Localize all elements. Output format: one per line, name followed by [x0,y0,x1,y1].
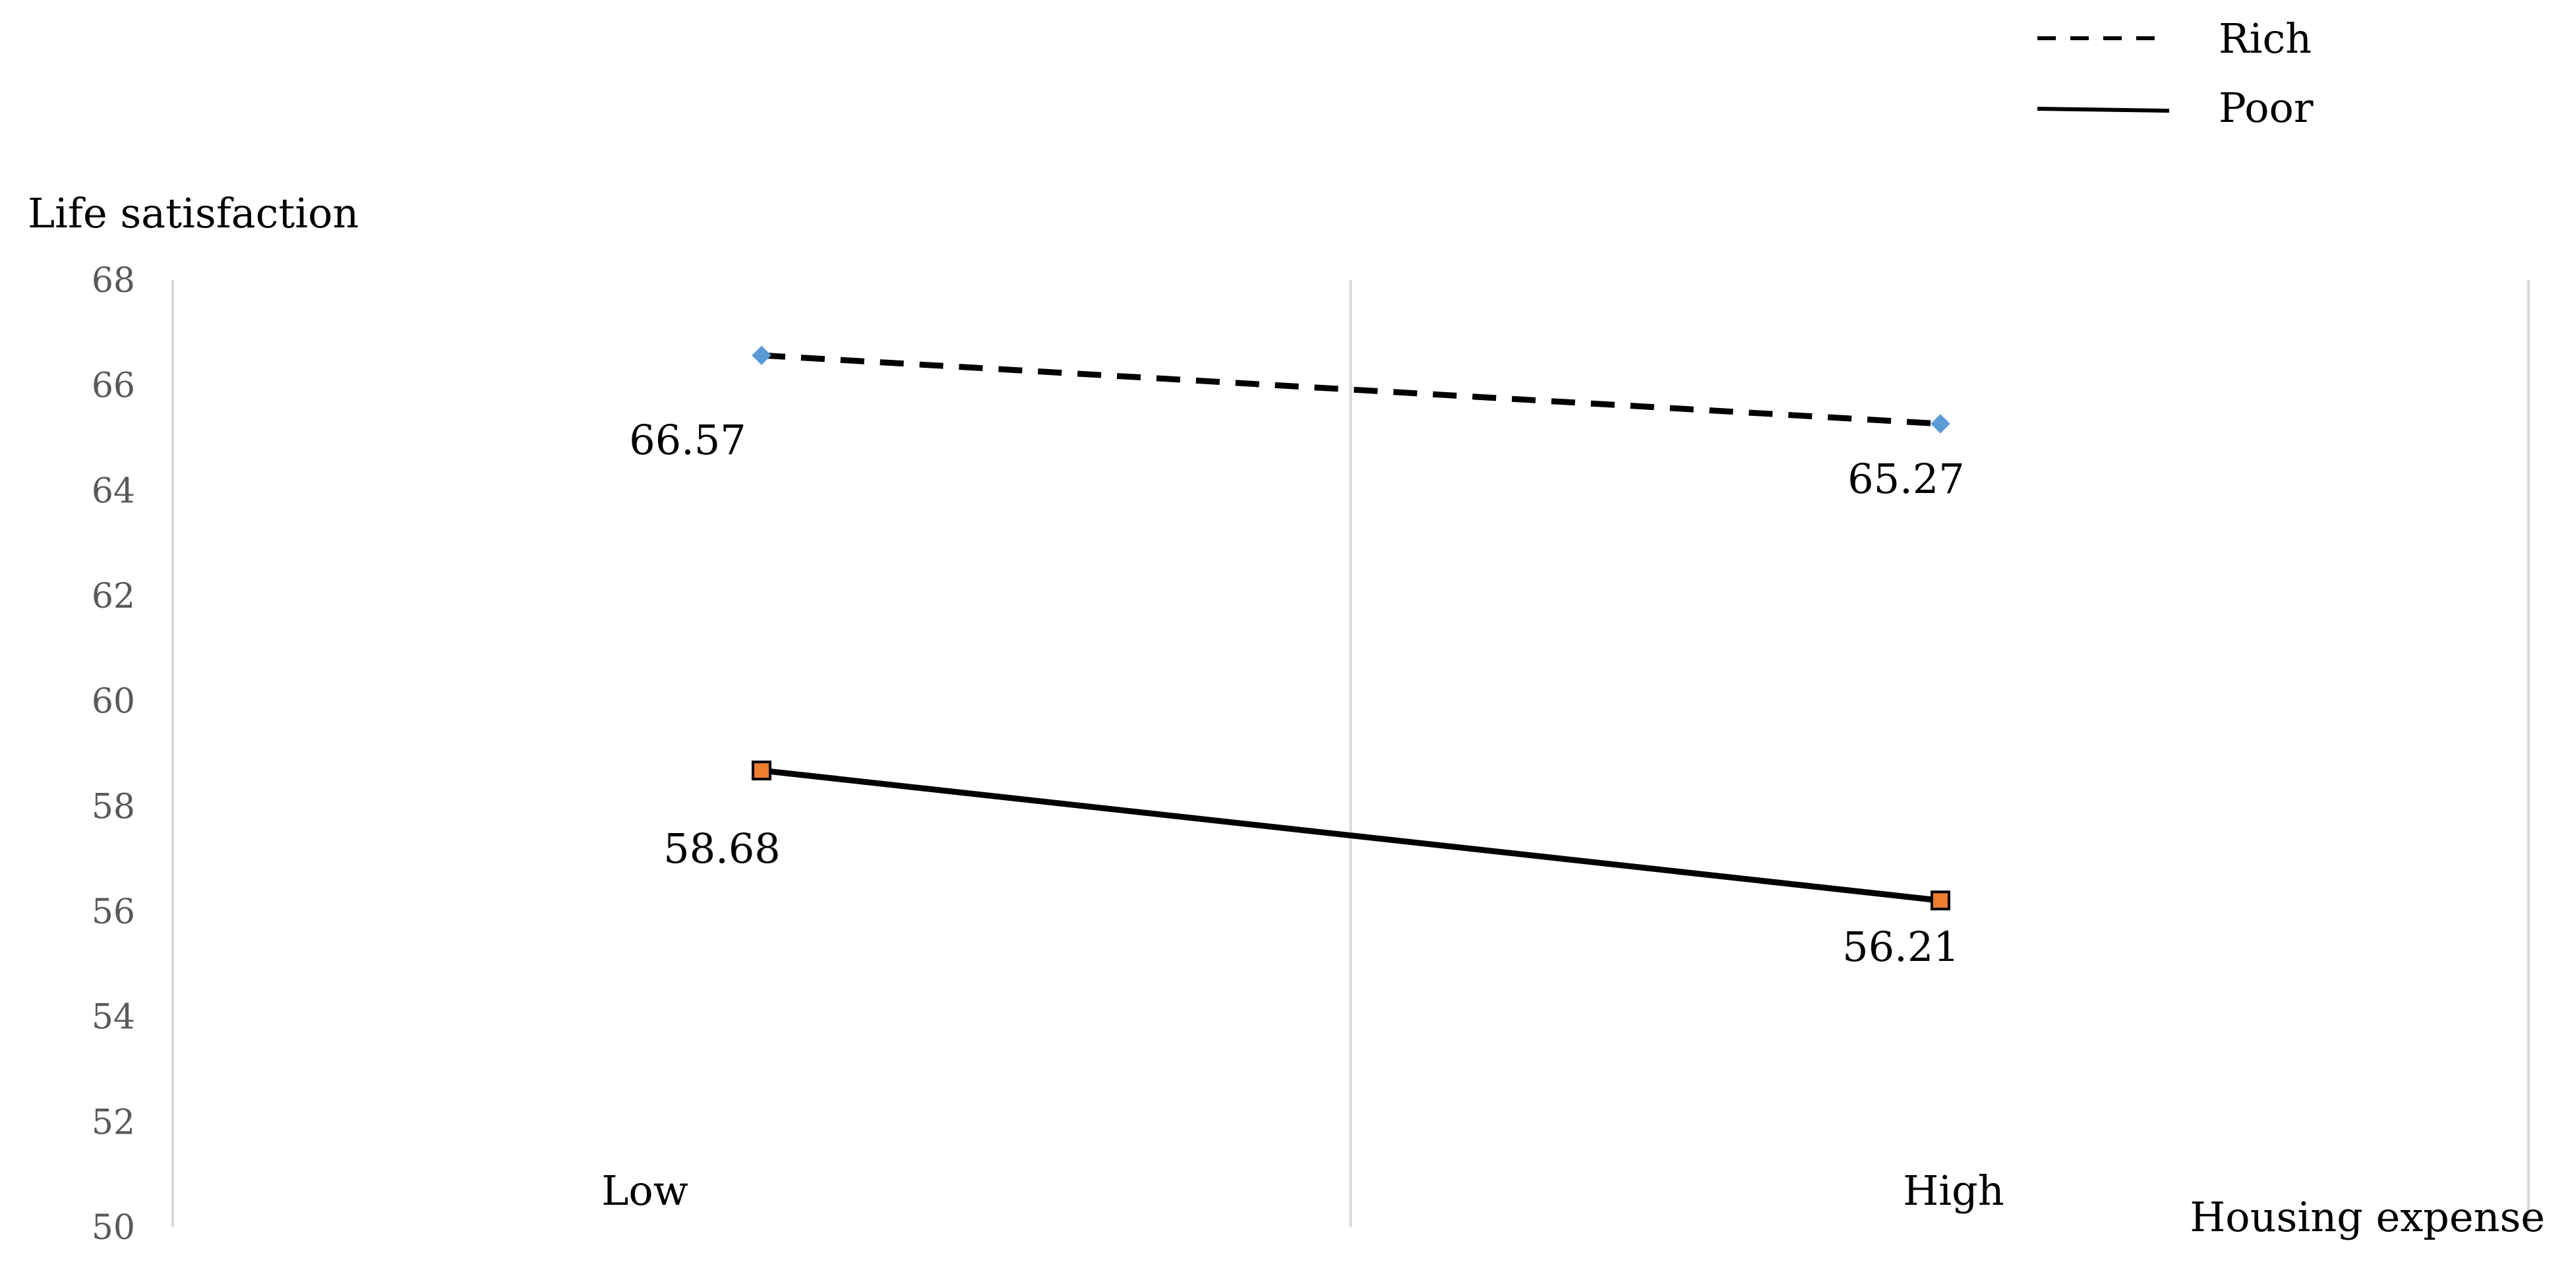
y-tick-label: 58 [92,787,135,826]
y-axis-title: Life satisfaction [28,189,359,237]
data-point-poor-high [1931,890,1950,911]
y-tick-label: 50 [92,1208,135,1248]
legend: Rich Poor [2037,14,2314,132]
data-point-rich-high [1931,414,1950,434]
y-tick-label: 60 [92,682,135,722]
grid-layer [171,280,2530,1227]
data-point-rich-low [752,345,771,365]
data-label-poor-low: 58.68 [663,825,781,873]
legend-label-rich: Rich [2219,14,2312,63]
y-tick-label: 66 [92,366,135,406]
y-tick-label: 68 [92,261,135,301]
data-label-poor-high: 56.21 [1842,923,1960,971]
axis-layer: 50 52 54 56 58 60 62 64 66 68 Low High [92,261,2004,1248]
series-line-poor [761,767,1941,904]
y-tick-label: 62 [92,577,135,616]
y-tick-label: 54 [92,998,135,1037]
y-tick-label: 52 [92,1103,135,1142]
x-tick-label-low: Low [601,1167,688,1215]
legend-swatch-poor [2037,107,2170,113]
y-tick-label: 56 [92,892,135,932]
x-tick-label-high: High [1903,1167,2004,1215]
data-label-rich-low: 66.57 [629,416,746,464]
x-axis-title: Housing expense [2190,1193,2545,1241]
y-tick-label: 64 [92,471,135,511]
series-layer [752,345,1950,911]
data-point-poor-low [752,761,771,781]
legend-label-poor: Poor [2219,84,2314,132]
label-layer: 66.57 65.27 58.68 56.21 [629,416,1965,971]
data-label-rich-high: 65.27 [1847,455,1965,503]
